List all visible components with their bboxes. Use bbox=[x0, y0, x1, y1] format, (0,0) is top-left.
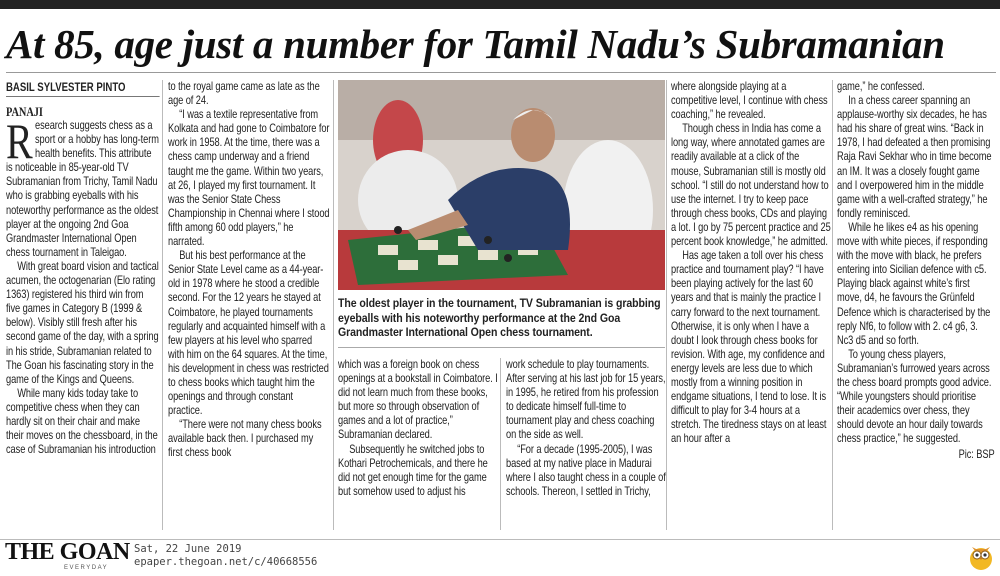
issue-date: Sat, 22 June 2019 bbox=[134, 543, 242, 555]
drop-cap: R bbox=[6, 113, 33, 169]
chess-player-photo bbox=[338, 80, 665, 290]
column-6: game,” he confessed. In a chess career s… bbox=[837, 80, 995, 463]
footer-meta: Sat, 22 June 2019 epaper.thegoan.net/c/4… bbox=[134, 543, 317, 569]
column-4: work schedule to play tournaments. After… bbox=[506, 358, 666, 499]
byline: BASIL SYLVESTER PINTO bbox=[6, 80, 160, 97]
column-divider bbox=[162, 80, 163, 530]
top-bar bbox=[0, 0, 1000, 9]
paragraph: In a chess career spanning an applause-w… bbox=[837, 94, 992, 220]
column-divider bbox=[500, 358, 501, 530]
paragraph: To young chess players, Subramanian’s fu… bbox=[837, 347, 992, 446]
photo-credit: Pic: BSP bbox=[958, 448, 995, 462]
dateline: PANAJI bbox=[6, 104, 43, 119]
column-divider bbox=[666, 80, 667, 530]
paragraph: “There were not many chess books availab… bbox=[168, 418, 322, 460]
paragraph: to the royal game came as late as the ag… bbox=[168, 80, 320, 108]
headline: At 85, age just a number for Tamil Nadu’… bbox=[6, 21, 945, 67]
paragraph: Subsequently he switched jobs to Kothari… bbox=[338, 442, 488, 498]
paragraph: While many kids today take to competitiv… bbox=[6, 386, 158, 457]
paragraph: where alongside playing at a competitive… bbox=[671, 80, 828, 122]
column-3: which was a foreign book on chess openin… bbox=[338, 358, 498, 499]
epaper-link[interactable]: epaper.thegoan.net/c/40668556 bbox=[134, 556, 318, 568]
column-divider bbox=[832, 80, 833, 530]
newspaper-logo: THE GOAN bbox=[5, 539, 130, 565]
column-5: where alongside playing at a competitive… bbox=[671, 80, 831, 446]
paragraph: which was a foreign book on chess openin… bbox=[338, 358, 498, 442]
column-2: to the royal game came as late as the ag… bbox=[168, 80, 330, 461]
paragraph: “For a decade (1995-2005), I was based a… bbox=[506, 442, 666, 498]
logo-tagline: EVERYDAY bbox=[64, 565, 109, 571]
paragraph: Has age taken a toll over his chess prac… bbox=[671, 249, 827, 446]
caption-box: The oldest player in the tournament, TV … bbox=[338, 296, 665, 348]
photo-caption: The oldest player in the tournament, TV … bbox=[338, 296, 661, 339]
paragraph: Though chess in India has come a long wa… bbox=[671, 122, 831, 249]
headline-rule bbox=[6, 72, 996, 73]
paragraph: While he likes e4 as his opening move wi… bbox=[837, 220, 991, 347]
footer-rule bbox=[0, 539, 1000, 540]
column-divider bbox=[333, 80, 334, 530]
paragraph: work schedule to play tournaments. After… bbox=[506, 358, 666, 442]
paragraph: “I was a textile representative from Kol… bbox=[168, 108, 330, 249]
paragraph: With great board vision and tactical acu… bbox=[6, 259, 159, 386]
owl-icon[interactable] bbox=[968, 541, 994, 571]
paragraph: But his best performance at the Senior S… bbox=[168, 249, 329, 418]
paragraph: game,” he confessed. bbox=[837, 80, 925, 93]
